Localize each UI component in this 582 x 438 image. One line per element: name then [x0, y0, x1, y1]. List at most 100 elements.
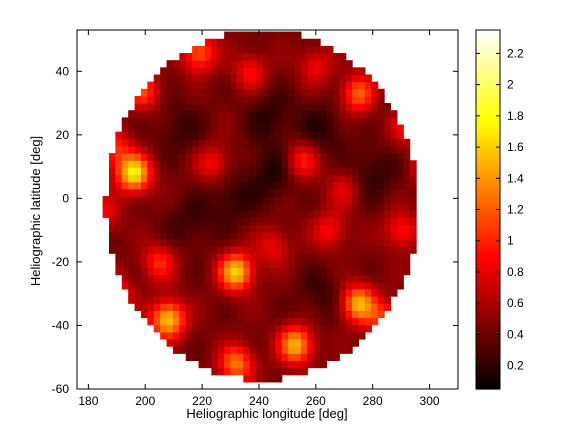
heatmap-cell: [128, 145, 136, 154]
heatmap-cell: [153, 310, 161, 319]
heatmap-cell: [243, 53, 251, 61]
colorbar-segment: [476, 227, 500, 232]
heatmap-cell: [147, 217, 155, 226]
heatmap-cell: [108, 224, 116, 233]
colorbar-segment: [476, 215, 500, 220]
heatmap-cell: [204, 95, 212, 104]
heatmap-cell: [236, 296, 244, 304]
heatmap-cell: [160, 67, 168, 76]
heatmap-cell: [249, 281, 257, 290]
heatmap-cell: [153, 181, 161, 190]
heatmap-cell: [224, 196, 232, 204]
heatmap-cell: [371, 246, 379, 254]
colorbar-segment: [476, 260, 500, 264]
heatmap-cell: [204, 267, 212, 276]
heatmap-cell: [140, 210, 148, 219]
heatmap-cell: [332, 296, 340, 304]
heatmap-cell: [192, 145, 200, 154]
heatmap-cell: [134, 281, 142, 290]
heatmap-cell: [339, 338, 347, 347]
heatmap-cell: [294, 174, 302, 183]
heatmap-cell: [217, 217, 225, 226]
colorbar-segment: [476, 71, 500, 76]
heatmap-cell: [268, 353, 276, 362]
heatmap-cell: [352, 331, 360, 340]
heatmap-cell: [320, 124, 328, 133]
heatmap-cell: [345, 117, 353, 126]
heatmap-cell: [243, 117, 251, 126]
heatmap-cell: [249, 203, 257, 211]
heatmap-cell: [288, 367, 296, 376]
heatmap-cell: [128, 238, 136, 247]
colorbar-tick-label: 1.4: [507, 171, 524, 185]
heatmap-cell: [160, 196, 168, 204]
heatmap-cell: [390, 174, 398, 183]
heatmap-cell: [320, 53, 328, 61]
heatmap-cell: [185, 296, 193, 304]
heatmap-cell: [281, 110, 289, 118]
heatmap-cell: [275, 246, 283, 254]
heatmap-cell: [300, 274, 308, 283]
heatmap-cell: [179, 145, 187, 154]
heatmap-cell: [230, 210, 238, 219]
heatmap-cell: [140, 231, 148, 240]
heatmap-cell: [262, 138, 270, 147]
heatmap-cell: [198, 231, 206, 240]
heatmap-cell: [339, 124, 347, 133]
heatmap-cell: [281, 74, 289, 83]
heatmap-cell: [179, 117, 187, 126]
heatmap-cell: [396, 246, 404, 254]
heatmap-cell: [160, 267, 168, 276]
heatmap-cell: [236, 110, 244, 118]
heatmap-cell: [320, 217, 328, 226]
heatmap-cell: [153, 260, 161, 269]
heatmap-cell: [371, 81, 379, 90]
heatmap-cell: [268, 67, 276, 76]
heatmap-cell: [108, 246, 116, 254]
heatmap-cell: [332, 310, 340, 319]
heatmap-cell: [249, 317, 257, 326]
heatmap-cell: [364, 138, 372, 147]
heatmap-cell: [294, 117, 302, 126]
heatmap-cell: [396, 231, 404, 240]
heatmap-cell: [396, 224, 404, 233]
heatmap-cell: [320, 338, 328, 347]
heatmap-cell: [281, 138, 289, 147]
colorbar-segment: [476, 239, 500, 244]
heatmap-cell: [179, 217, 187, 226]
heatmap-cell: [249, 274, 257, 283]
heatmap-cell: [300, 117, 308, 126]
heatmap-cell: [300, 296, 308, 304]
heatmap-cell: [409, 167, 417, 176]
heatmap-cell: [262, 217, 270, 226]
heatmap-cell: [128, 246, 136, 254]
heatmap-cell: [108, 203, 116, 211]
heatmap-cell: [364, 288, 372, 297]
heatmap-cell: [198, 145, 206, 154]
heatmap-cell: [160, 303, 168, 311]
heatmap-cell: [352, 296, 360, 304]
heatmap-cell: [364, 153, 372, 161]
heatmap-cell: [153, 95, 161, 104]
colorbar-segment: [476, 128, 500, 133]
heatmap-cell: [243, 110, 251, 118]
heatmap-cell: [140, 267, 148, 276]
heatmap-cell: [332, 267, 340, 276]
heatmap-cell: [326, 145, 334, 154]
heatmap-cell: [300, 360, 308, 369]
heatmap-cell: [211, 353, 219, 362]
heatmap-cell: [262, 267, 270, 276]
heatmap-cell: [345, 74, 353, 83]
heatmap-cell: [230, 253, 238, 261]
heatmap-cell: [262, 224, 270, 233]
colorbar-segment: [476, 233, 500, 238]
heatmap-cell: [294, 110, 302, 118]
heatmap-cell: [134, 95, 142, 104]
heatmap-cell: [409, 246, 417, 254]
heatmap-cell: [249, 174, 257, 183]
colorbar-segment: [476, 188, 500, 193]
heatmap-cell: [115, 188, 123, 197]
heatmap-cell: [364, 238, 372, 247]
heatmap-cell: [211, 131, 219, 140]
colorbar-segment: [476, 266, 500, 270]
